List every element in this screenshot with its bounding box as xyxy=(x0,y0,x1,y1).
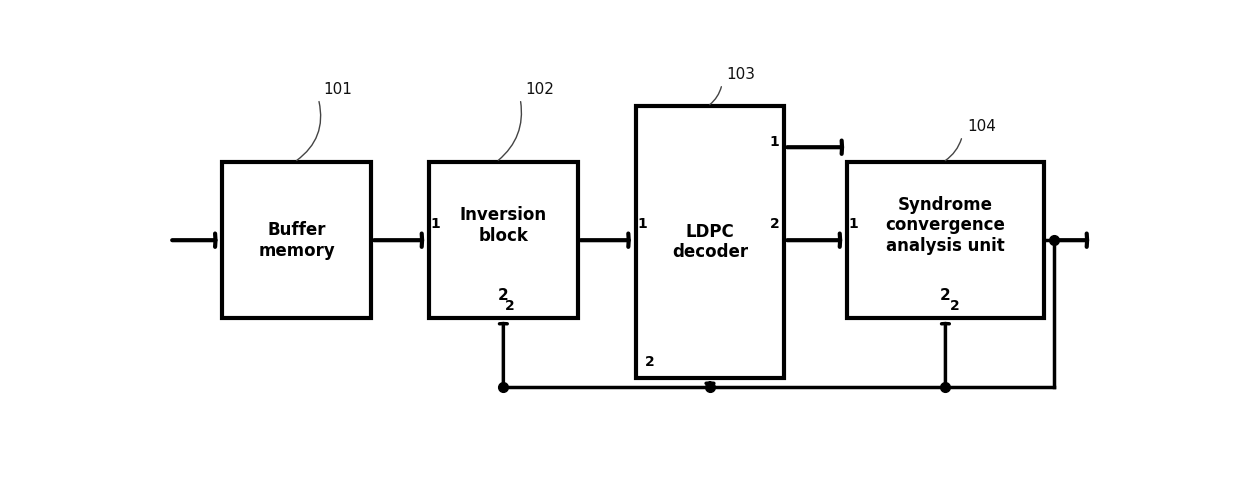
Text: 2: 2 xyxy=(645,355,655,369)
Bar xyxy=(635,106,785,378)
Text: LDPC
decoder: LDPC decoder xyxy=(672,223,748,261)
Text: 2: 2 xyxy=(770,217,780,231)
Text: 101: 101 xyxy=(324,82,352,97)
Text: 102: 102 xyxy=(525,82,554,97)
Text: 104: 104 xyxy=(967,119,996,134)
Text: 1: 1 xyxy=(849,217,858,231)
Text: 1: 1 xyxy=(770,135,780,149)
Bar xyxy=(222,162,371,318)
Text: 1: 1 xyxy=(637,217,647,231)
Text: Inversion
block: Inversion block xyxy=(460,206,547,245)
Text: 2: 2 xyxy=(950,298,960,313)
Bar xyxy=(847,162,1044,318)
Text: Buffer
memory: Buffer memory xyxy=(258,221,335,259)
Text: 2: 2 xyxy=(940,288,951,303)
Text: 2: 2 xyxy=(498,288,508,303)
Text: 2: 2 xyxy=(505,298,515,313)
Bar xyxy=(429,162,578,318)
Text: Syndrome
convergence
analysis unit: Syndrome convergence analysis unit xyxy=(885,196,1006,255)
Text: 1: 1 xyxy=(430,217,440,231)
Text: 103: 103 xyxy=(727,67,756,82)
